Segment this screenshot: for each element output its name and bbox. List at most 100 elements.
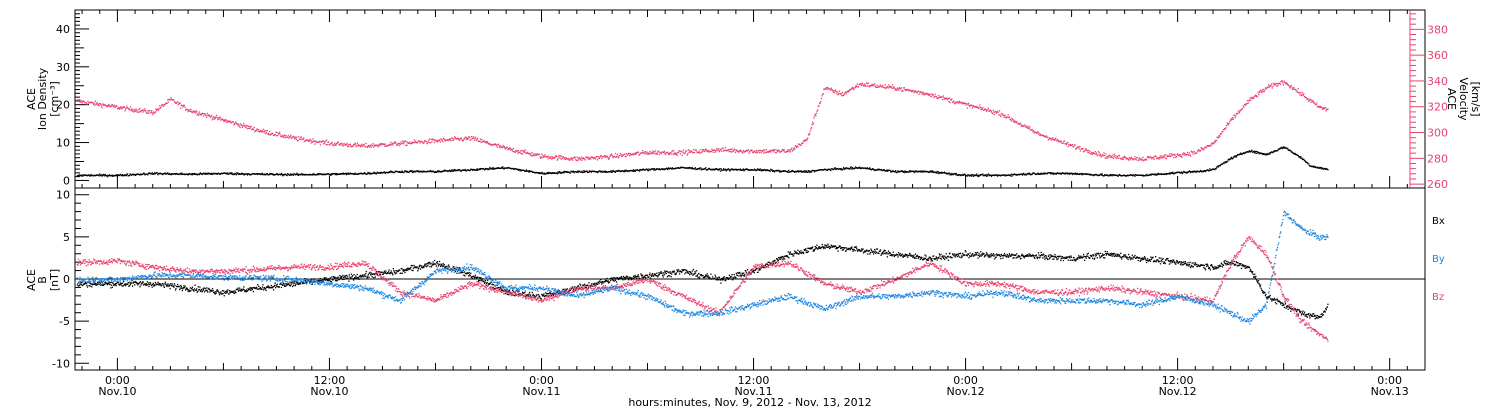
velocity-series-point bbox=[596, 155, 598, 158]
velocity-series-point bbox=[998, 113, 1000, 116]
velocity-series-point bbox=[762, 150, 764, 153]
velocity-series-point bbox=[410, 142, 413, 145]
velocity-series-point bbox=[1135, 159, 1137, 161]
velocity-series-point bbox=[1168, 153, 1171, 155]
velocity-series-point bbox=[919, 91, 922, 93]
velocity-series-point bbox=[1201, 147, 1204, 150]
velocity-series-point bbox=[763, 152, 765, 154]
density-series-point bbox=[353, 173, 356, 175]
density-series-point bbox=[707, 168, 709, 170]
velocity-series-point bbox=[92, 103, 95, 105]
velocity-series-point bbox=[361, 143, 363, 146]
density-series-point bbox=[452, 169, 454, 171]
velocity-series-point bbox=[1254, 95, 1256, 97]
velocity-series-point bbox=[893, 86, 895, 88]
density-series-point bbox=[286, 174, 288, 177]
bx-series-point bbox=[124, 283, 126, 285]
bx-series-point bbox=[154, 285, 156, 287]
bx-series-point bbox=[247, 287, 249, 290]
velocity-series-point bbox=[978, 107, 980, 109]
density-series-point bbox=[1225, 161, 1228, 164]
velocity-series-point bbox=[120, 108, 122, 110]
velocity-series-point bbox=[899, 88, 902, 90]
velocity-series-point bbox=[1027, 126, 1030, 128]
bx-series-point bbox=[188, 289, 190, 292]
bx-series-point bbox=[100, 284, 102, 286]
density-series-point bbox=[345, 172, 347, 175]
velocity-series-point bbox=[208, 115, 210, 117]
top-y2-tick-label: 280 bbox=[1427, 152, 1448, 165]
bx-series-point bbox=[195, 289, 197, 292]
density-series-point bbox=[986, 174, 988, 176]
velocity-series-point bbox=[1066, 142, 1068, 145]
velocity-series-point bbox=[543, 155, 546, 158]
density-series-point bbox=[1155, 174, 1157, 176]
velocity-series-point bbox=[716, 147, 718, 150]
velocity-series-point bbox=[629, 153, 631, 155]
bx-series-point bbox=[100, 280, 102, 282]
bx-series-point bbox=[288, 284, 291, 287]
velocity-series-point bbox=[1057, 138, 1059, 141]
bx-series-point bbox=[191, 286, 194, 288]
velocity-series-point bbox=[819, 102, 821, 104]
density-series-point bbox=[773, 171, 776, 173]
velocity-series-point bbox=[309, 138, 311, 141]
velocity-series-point bbox=[1227, 123, 1229, 125]
density-series-point bbox=[742, 168, 745, 170]
density-series-point bbox=[1052, 172, 1054, 174]
velocity-series-point bbox=[1231, 118, 1233, 121]
velocity-series-point bbox=[415, 140, 417, 142]
velocity-series-point bbox=[257, 130, 259, 132]
velocity-series-point bbox=[578, 156, 580, 159]
density-series-point bbox=[1192, 171, 1194, 173]
velocity-series-point bbox=[538, 153, 541, 155]
bx-series-point bbox=[325, 277, 327, 279]
density-series-point bbox=[1063, 172, 1065, 174]
velocity-series-point bbox=[100, 105, 103, 107]
bx-series-point bbox=[96, 281, 99, 284]
velocity-series-point bbox=[1166, 155, 1168, 158]
velocity-series-point bbox=[599, 156, 601, 158]
velocity-series-point bbox=[579, 159, 581, 161]
velocity-series-point bbox=[1203, 147, 1205, 149]
velocity-series-point bbox=[433, 141, 435, 144]
velocity-series-point bbox=[439, 141, 442, 143]
velocity-series-point bbox=[1193, 150, 1195, 153]
velocity-series-point bbox=[249, 127, 251, 130]
velocity-series-point bbox=[990, 111, 993, 113]
velocity-series-point bbox=[740, 150, 743, 153]
velocity-series-point bbox=[655, 152, 657, 155]
density-series-point bbox=[1191, 170, 1194, 173]
velocity-series-point bbox=[402, 141, 404, 144]
velocity-series-point bbox=[674, 153, 676, 156]
velocity-series-point bbox=[1095, 153, 1097, 156]
density-series-point bbox=[1253, 152, 1255, 154]
bx-series-point bbox=[236, 288, 239, 291]
velocity-series-point bbox=[239, 126, 241, 129]
bx-series-point bbox=[370, 272, 373, 274]
density-series-point bbox=[111, 174, 113, 176]
velocity-series-point bbox=[238, 123, 240, 125]
velocity-series-point bbox=[1141, 158, 1144, 161]
velocity-series-point bbox=[222, 118, 224, 121]
density-series-point bbox=[1199, 169, 1202, 172]
velocity-series-point bbox=[1240, 110, 1242, 112]
bx-series-point bbox=[257, 288, 259, 290]
velocity-series-point bbox=[854, 86, 857, 88]
velocity-series-point bbox=[198, 111, 200, 113]
density-series-point bbox=[116, 174, 118, 176]
velocity-series-point bbox=[604, 156, 607, 159]
velocity-series-point bbox=[1098, 152, 1100, 154]
velocity-series-point bbox=[1019, 122, 1022, 124]
velocity-series-point bbox=[923, 92, 925, 94]
velocity-series-point bbox=[147, 112, 150, 114]
density-series-point bbox=[765, 169, 767, 172]
velocity-series-point bbox=[575, 159, 578, 162]
density-series-point bbox=[768, 170, 771, 172]
bx-series-point bbox=[105, 283, 107, 285]
density-series-point bbox=[839, 168, 842, 171]
density-series-point bbox=[492, 167, 495, 169]
velocity-series-point bbox=[595, 158, 597, 160]
velocity-series-point bbox=[1293, 86, 1295, 89]
velocity-series-point bbox=[1251, 97, 1253, 99]
